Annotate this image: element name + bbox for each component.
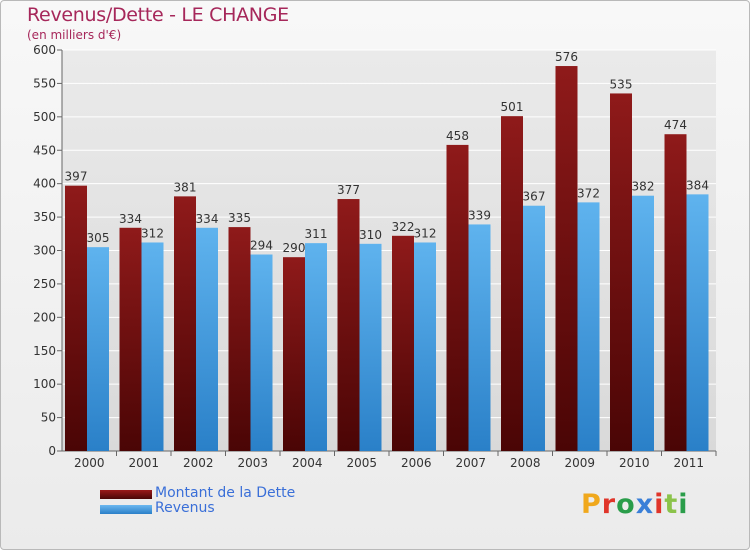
x-tick-label: 2009 — [564, 456, 595, 470]
data-label: 367 — [523, 190, 546, 204]
bar-dette — [65, 185, 87, 451]
bar-revenus — [196, 227, 218, 451]
legend-label-revenus: Revenus — [155, 500, 215, 516]
bar-revenus — [632, 195, 654, 451]
data-label: 576 — [555, 50, 578, 64]
logo-letter: o — [616, 489, 636, 520]
x-tick-label: 2006 — [401, 456, 432, 470]
bar-revenus — [87, 247, 109, 451]
bar-revenus — [359, 243, 382, 451]
bar-dette — [174, 196, 196, 451]
logo-letter: x — [635, 489, 655, 520]
data-label: 305 — [87, 231, 110, 245]
proxiti-logo: Proxiti — [581, 489, 689, 520]
x-tick-label: 2001 — [128, 456, 159, 470]
bar-dette — [610, 93, 632, 452]
bar-revenus — [141, 242, 164, 451]
bar-dette — [555, 66, 578, 451]
logo-letter: i — [654, 489, 665, 520]
x-tick-label: 2011 — [673, 456, 704, 470]
data-label: 382 — [632, 180, 655, 194]
bar-revenus — [414, 242, 436, 451]
x-tick-label: 2002 — [183, 456, 214, 470]
x-tick-label: 2005 — [346, 456, 377, 470]
data-label: 312 — [414, 226, 437, 240]
data-label: 312 — [141, 226, 164, 240]
bar-dette — [392, 235, 414, 451]
data-label: 381 — [174, 180, 197, 194]
y-tick-label: 500 — [33, 110, 56, 124]
y-tick-label: 450 — [33, 143, 56, 157]
data-label: 458 — [446, 129, 469, 143]
bar-revenus — [523, 205, 545, 451]
bar-dette — [228, 227, 251, 451]
data-label: 474 — [664, 118, 687, 132]
y-tick-label: 400 — [33, 177, 56, 191]
y-tick-label: 150 — [33, 344, 56, 358]
bar-dette — [446, 144, 469, 452]
x-tick-label: 2000 — [74, 456, 105, 470]
data-label: 397 — [65, 170, 88, 184]
data-label: 372 — [577, 186, 600, 200]
x-tick-label: 2008 — [510, 456, 541, 470]
bar-revenus — [577, 202, 600, 451]
logo-letter: t — [664, 489, 679, 520]
bar-dette — [283, 257, 305, 451]
data-label: 377 — [337, 183, 360, 197]
x-tick-label: 2010 — [619, 456, 650, 470]
y-tick-label: 100 — [33, 377, 56, 391]
data-label: 334 — [196, 212, 219, 226]
legend-swatch-revenus — [100, 505, 152, 514]
legend-label-dette: Montant de la Dette — [155, 485, 296, 501]
data-label: 384 — [686, 178, 709, 192]
data-label: 535 — [610, 77, 633, 91]
y-tick-label: 550 — [33, 76, 56, 90]
logo-letter: P — [581, 489, 602, 520]
bar-dette — [501, 116, 523, 451]
y-tick-label: 250 — [33, 277, 56, 291]
data-label: 311 — [305, 227, 328, 241]
x-tick-label: 2003 — [237, 456, 268, 470]
bar-dette — [119, 227, 142, 451]
legend-swatch-dette — [100, 490, 152, 499]
data-label: 339 — [468, 208, 491, 222]
bar-dette — [337, 199, 360, 451]
y-tick-label: 50 — [41, 411, 56, 425]
bar-revenus — [250, 254, 273, 451]
bar-revenus — [305, 243, 327, 451]
bar-revenus — [686, 194, 709, 452]
logo-letter: i — [678, 489, 689, 520]
y-tick-label: 600 — [33, 43, 56, 57]
y-tick-label: 0 — [48, 444, 56, 458]
data-label: 334 — [119, 212, 142, 226]
y-tick-label: 300 — [33, 244, 56, 258]
y-tick-label: 350 — [33, 210, 56, 224]
bar-revenus — [468, 224, 491, 451]
bar-dette — [664, 134, 687, 451]
data-label: 290 — [283, 241, 306, 255]
data-label: 501 — [501, 100, 524, 114]
data-label: 322 — [392, 220, 415, 234]
x-tick-label: 2007 — [455, 456, 486, 470]
data-label: 335 — [228, 211, 251, 225]
chart-subtitle: (en milliers d'€) — [27, 28, 122, 42]
data-label: 294 — [250, 239, 273, 253]
logo-letter: r — [601, 489, 617, 520]
data-label: 310 — [359, 228, 382, 242]
x-tick-label: 2004 — [292, 456, 323, 470]
y-tick-label: 200 — [33, 310, 56, 324]
chart-title: Revenus/Dette - LE CHANGE — [27, 4, 289, 26]
